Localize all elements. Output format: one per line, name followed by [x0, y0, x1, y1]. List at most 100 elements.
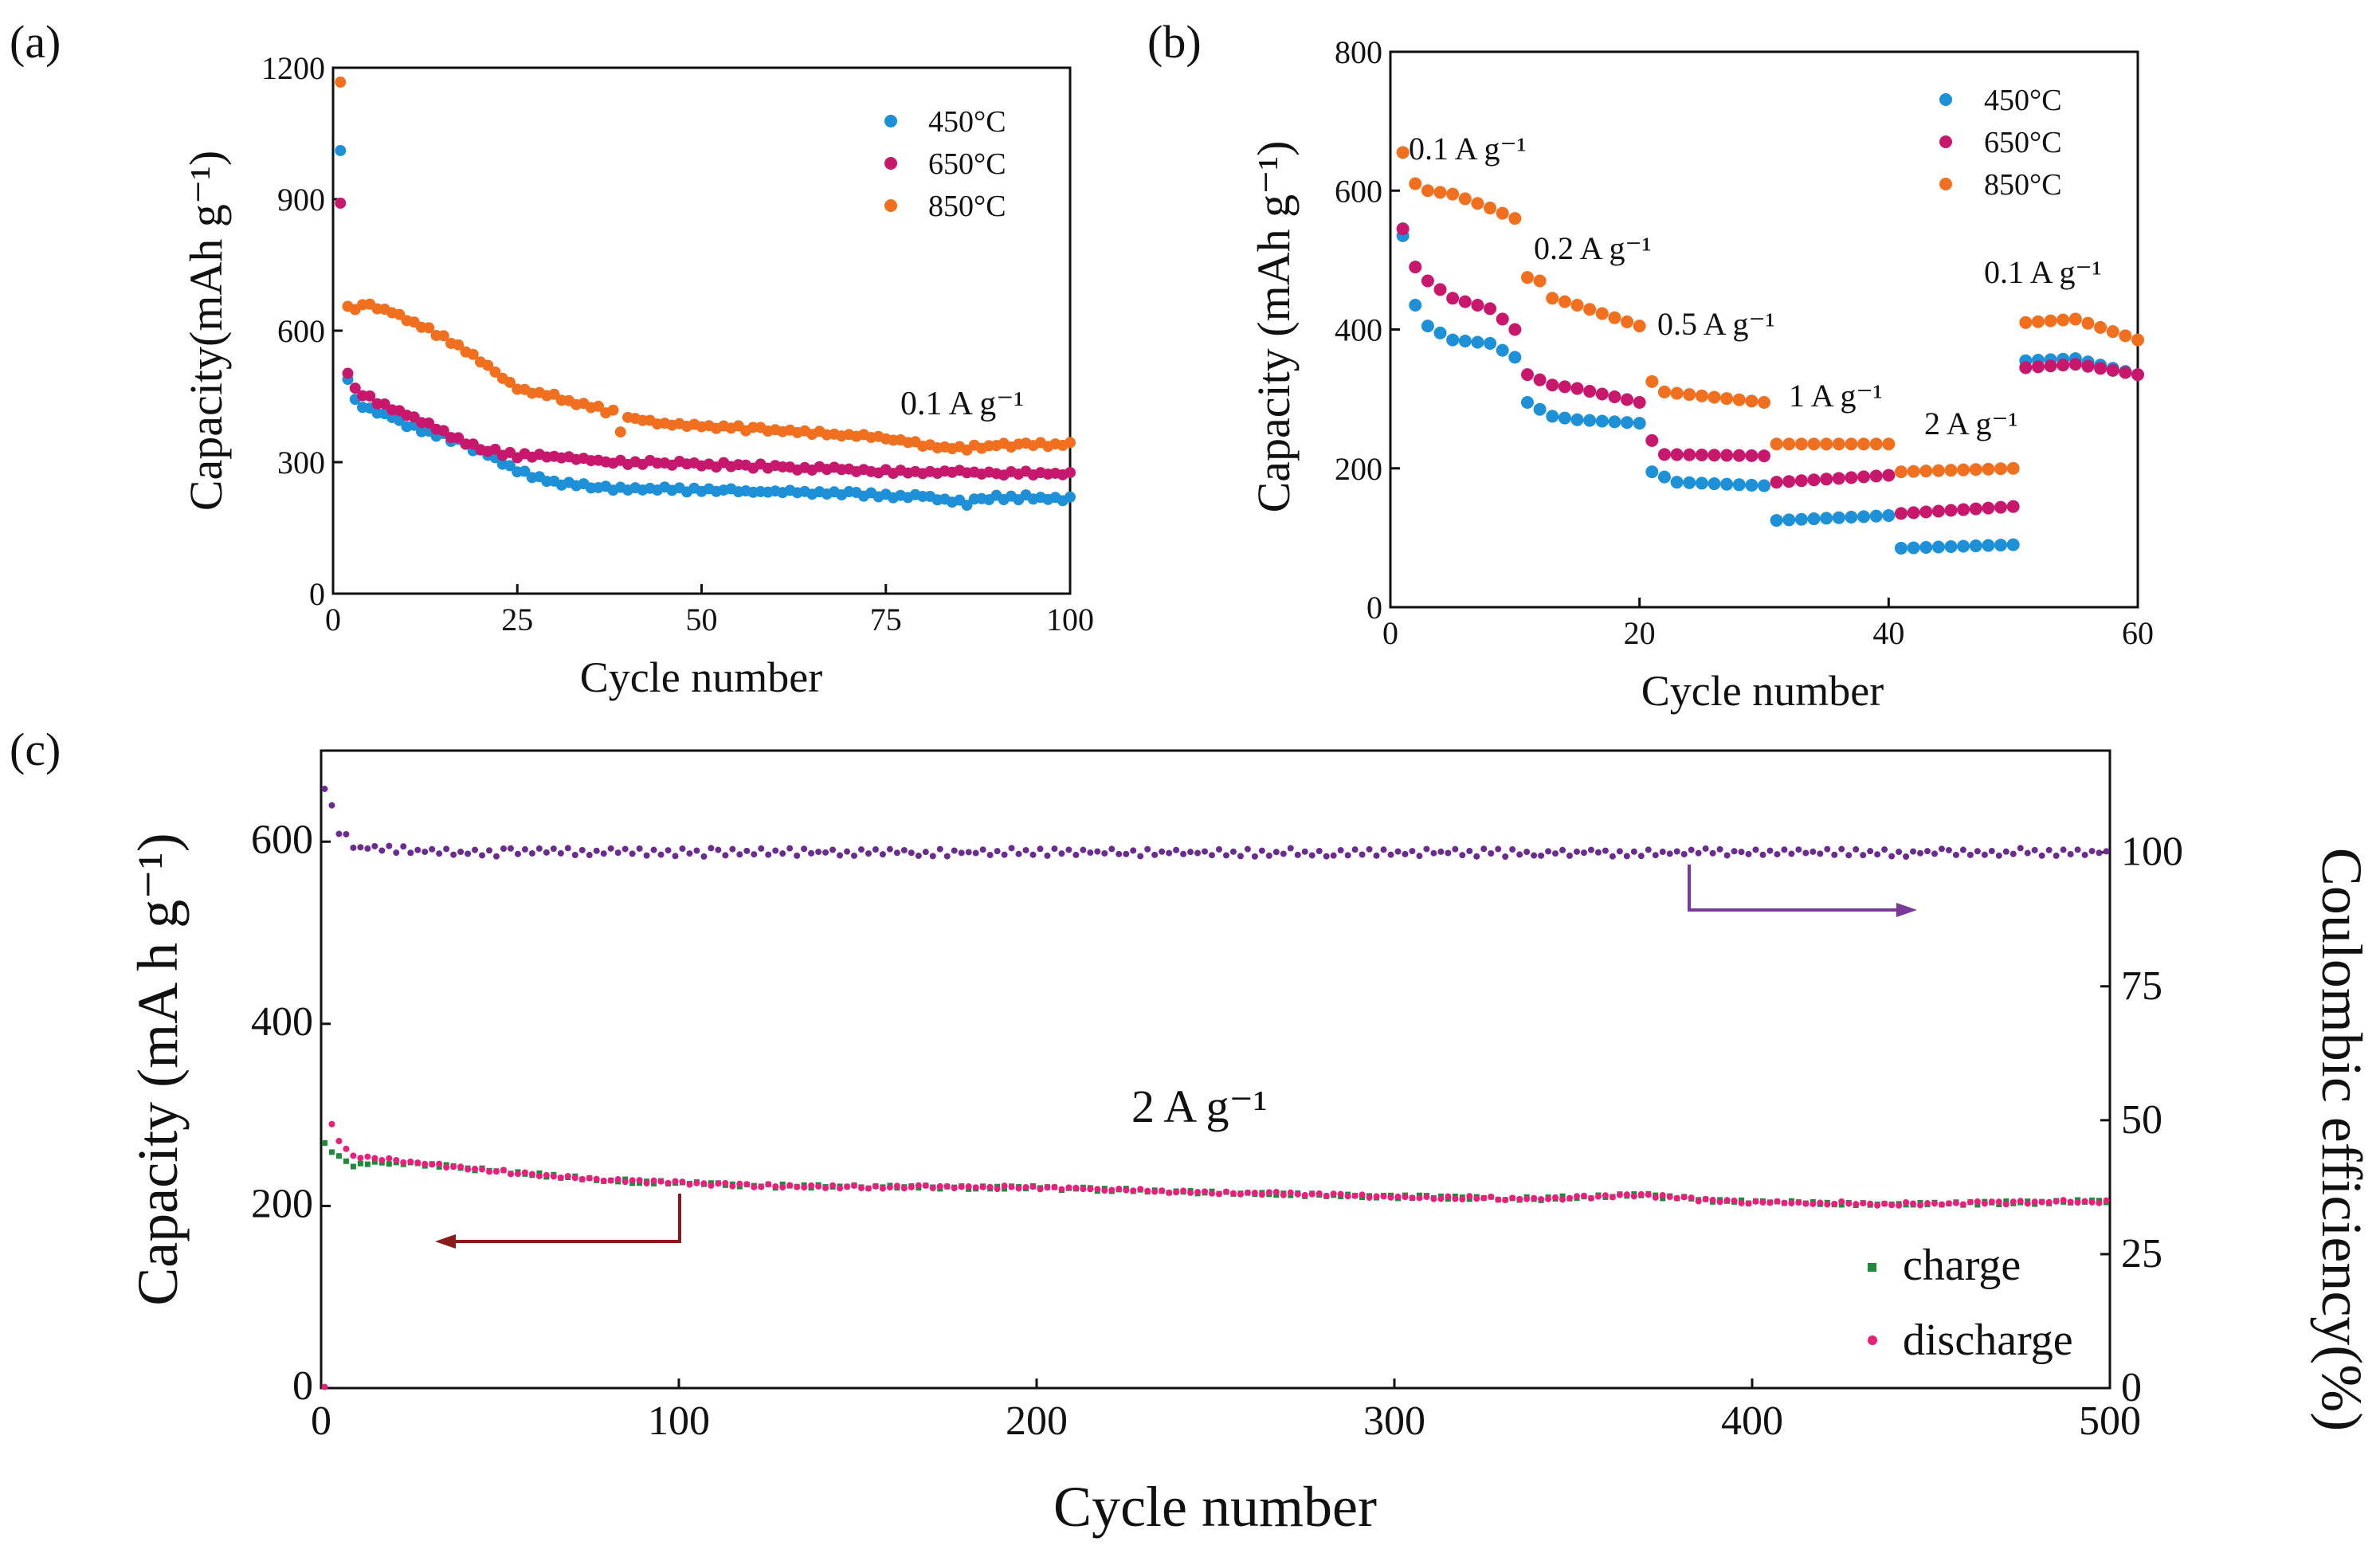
- point-ce-15: [371, 842, 378, 849]
- point-b-1-21: [1645, 433, 1659, 447]
- point-b-2-38: [1857, 437, 1871, 451]
- point-discharge-13: [364, 1153, 371, 1160]
- point-discharge-479: [2031, 1198, 2038, 1206]
- point-discharge-321: [1466, 1193, 1473, 1200]
- point-discharge-475: [2017, 1198, 2024, 1205]
- point-b-0-3: [1421, 320, 1434, 333]
- point-ce-491: [2074, 846, 2081, 853]
- point-discharge-385: [1695, 1198, 1702, 1205]
- point-ce-479: [2031, 846, 2038, 853]
- point-b-0-45: [1944, 540, 1958, 554]
- point-discharge-439: [1888, 1202, 1896, 1209]
- panel-c-frame: [320, 749, 2111, 1390]
- point-discharge-41: [465, 1166, 472, 1173]
- point-discharge-53: [507, 1171, 514, 1178]
- point-discharge-377: [1666, 1194, 1673, 1201]
- point-discharge-227: [1130, 1187, 1137, 1194]
- point-discharge-309: [1423, 1193, 1430, 1200]
- point-discharge-433: [1867, 1200, 1874, 1207]
- point-b-2-37: [1845, 437, 1858, 451]
- legend-450-marker: [884, 115, 897, 127]
- point-b-2-39: [1869, 437, 1883, 451]
- point-ce-391: [1716, 845, 1723, 853]
- point-ce-327: [1488, 850, 1495, 857]
- point-ce-49: [493, 853, 500, 860]
- point-b-1-4: [1433, 283, 1447, 296]
- point-discharge-117: [736, 1180, 743, 1187]
- point-a-2-39: [614, 426, 626, 438]
- point-ce-61: [535, 845, 543, 852]
- point-ce-35: [443, 845, 450, 853]
- point-charge-5: [335, 1153, 342, 1159]
- point-ce-499: [2103, 848, 2110, 855]
- point-b-2-17: [1595, 307, 1609, 320]
- point-discharge-75: [586, 1175, 593, 1182]
- point-ce-99: [672, 853, 679, 860]
- point-discharge-411: [1788, 1200, 1795, 1207]
- point-ce-209: [1065, 846, 1072, 853]
- point-discharge-483: [2045, 1198, 2053, 1206]
- point-charge-9: [350, 1163, 356, 1170]
- point-ce-457: [1952, 851, 1959, 858]
- point-ce-137: [808, 849, 815, 857]
- point-charge-463: [1974, 1202, 1981, 1208]
- point-b-1-3: [1421, 274, 1434, 288]
- point-ce-345: [1552, 850, 1559, 857]
- point-b-0-37: [1845, 511, 1858, 524]
- point-ce-363: [1616, 848, 1623, 855]
- point-ce-235: [1159, 848, 1166, 855]
- point-ce-359: [1602, 847, 1609, 854]
- point-discharge-65: [550, 1173, 557, 1180]
- point-ce-459: [1959, 846, 1966, 853]
- point-ce-265: [1265, 852, 1272, 859]
- point-ce-75: [586, 852, 593, 859]
- point-ce-331: [1502, 853, 1509, 861]
- legend-650-marker: [1939, 135, 1952, 148]
- y2-tick-label-c-3: 75: [2121, 963, 2162, 1009]
- point-b-2-9: [1496, 206, 1509, 220]
- point-ce-429: [1853, 845, 1860, 853]
- point-charge-347: [1559, 1193, 1566, 1199]
- point-discharge-103: [686, 1181, 693, 1188]
- legend-charge-marker: [1868, 1263, 1876, 1272]
- point-b-1-52: [2031, 360, 2045, 374]
- point-discharge-403: [1759, 1198, 1766, 1206]
- point-b-2-59: [2119, 329, 2132, 343]
- point-discharge-167: [915, 1182, 922, 1189]
- point-b-1-18: [1608, 390, 1621, 404]
- y-tick-label-a-2: 600: [277, 313, 325, 349]
- point-discharge-219: [1101, 1187, 1108, 1194]
- point-b-1-45: [1944, 504, 1958, 517]
- point-ce-73: [578, 846, 586, 853]
- point-b-2-29: [1745, 394, 1759, 408]
- point-discharge-249: [1209, 1190, 1216, 1197]
- point-ce-489: [2067, 851, 2074, 858]
- point-discharge-375: [1659, 1191, 1666, 1198]
- point-b-0-43: [1919, 540, 1933, 554]
- y2-tick-label-c-4: 100: [2121, 829, 2183, 875]
- point-discharge-409: [1781, 1199, 1788, 1206]
- point-ce-275: [1301, 848, 1308, 855]
- point-discharge-133: [794, 1183, 801, 1190]
- y-tick-label-a-3: 900: [277, 182, 325, 218]
- point-ce-335: [1516, 851, 1523, 858]
- x-tick-label-c-3: 300: [1363, 1398, 1425, 1444]
- point-discharge-287: [1344, 1193, 1351, 1200]
- y-tick-label-a-4: 1200: [261, 50, 325, 86]
- point-b-0-2: [1409, 299, 1422, 312]
- point-discharge-137: [808, 1182, 815, 1189]
- point-b-0-18: [1608, 415, 1621, 429]
- point-ce-301: [1394, 848, 1402, 855]
- point-ce-453: [1938, 845, 1945, 853]
- point-discharge-233: [1151, 1188, 1159, 1195]
- point-b-0-46: [1957, 539, 1970, 553]
- x-tick-label-c-4: 400: [1721, 1398, 1783, 1444]
- point-b-0-4: [1433, 326, 1447, 339]
- point-ce-177: [951, 847, 958, 854]
- point-a-1-15: [437, 425, 449, 437]
- point-discharge-163: [900, 1185, 908, 1192]
- point-discharge-37: [450, 1163, 457, 1171]
- point-discharge-51: [500, 1167, 507, 1174]
- point-ce-205: [1051, 845, 1058, 853]
- point-b-2-21: [1645, 375, 1659, 388]
